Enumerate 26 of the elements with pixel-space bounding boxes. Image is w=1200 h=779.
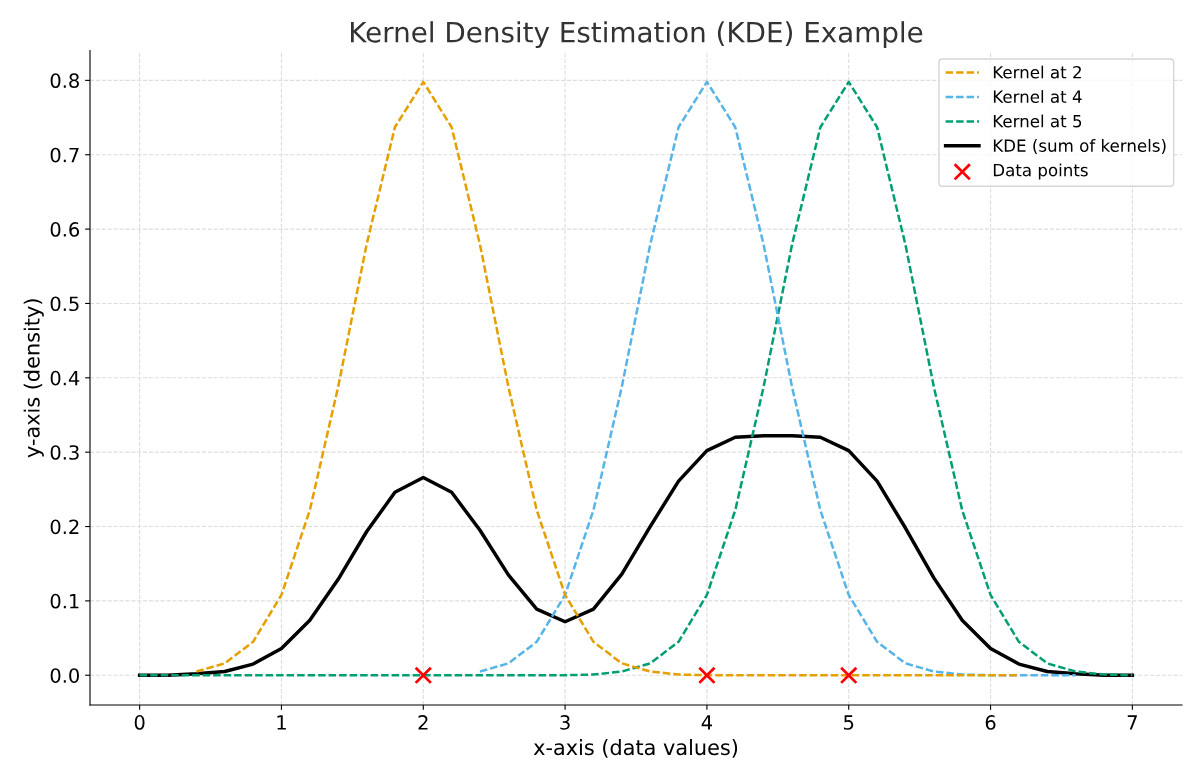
y-tick-label: 0.7 [50, 147, 79, 163]
y-tick-label: 0.0 [50, 668, 79, 683]
chart-title: Kernel Density Estimation (KDE) Example [351, 21, 923, 49]
legend-label: KDE (sum of kernels) [993, 139, 1166, 154]
y-tick-label: 0.6 [50, 222, 80, 237]
legend-label: Kernel at 2 [993, 65, 1081, 79]
y-tick-label: 0.3 [50, 445, 79, 460]
x-tick-label: 3 [560, 715, 570, 730]
x-tick-label: 0 [134, 715, 145, 730]
y-tick-label: 0.5 [50, 296, 79, 312]
y-tick-label: 0.2 [50, 519, 79, 535]
x-tick-label: 4 [701, 715, 712, 730]
x-tick-label: 6 [985, 715, 996, 730]
x-axis-title: x-axis (data values) [533, 739, 738, 758]
line-series [137, 434, 1135, 677]
legend-label: Kernel at 4 [993, 90, 1082, 103]
y-axis-title: y-axis (density) [23, 299, 44, 458]
x-tick-label: 7 [1127, 715, 1137, 730]
x-tick-label: 2 [418, 715, 428, 730]
legend-label: Kernel at 5 [993, 114, 1082, 128]
y-tick-label: 0.4 [50, 370, 80, 386]
legend-label: Data points [993, 163, 1088, 180]
y-tick-label: 0.1 [50, 593, 79, 609]
y-tick-label: 0.8 [50, 73, 79, 89]
x-tick-label: 1 [277, 715, 286, 730]
x-tick-label: 5 [844, 715, 854, 730]
